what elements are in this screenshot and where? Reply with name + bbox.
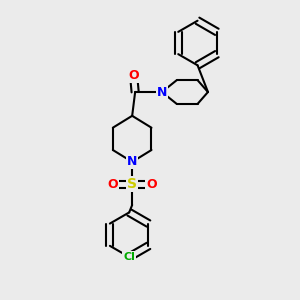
Text: O: O <box>146 178 157 191</box>
Text: N: N <box>157 85 167 98</box>
Text: O: O <box>107 178 118 191</box>
Text: S: S <box>127 177 137 191</box>
Text: Cl: Cl <box>123 252 135 262</box>
Text: N: N <box>127 155 137 168</box>
Text: O: O <box>128 69 139 82</box>
